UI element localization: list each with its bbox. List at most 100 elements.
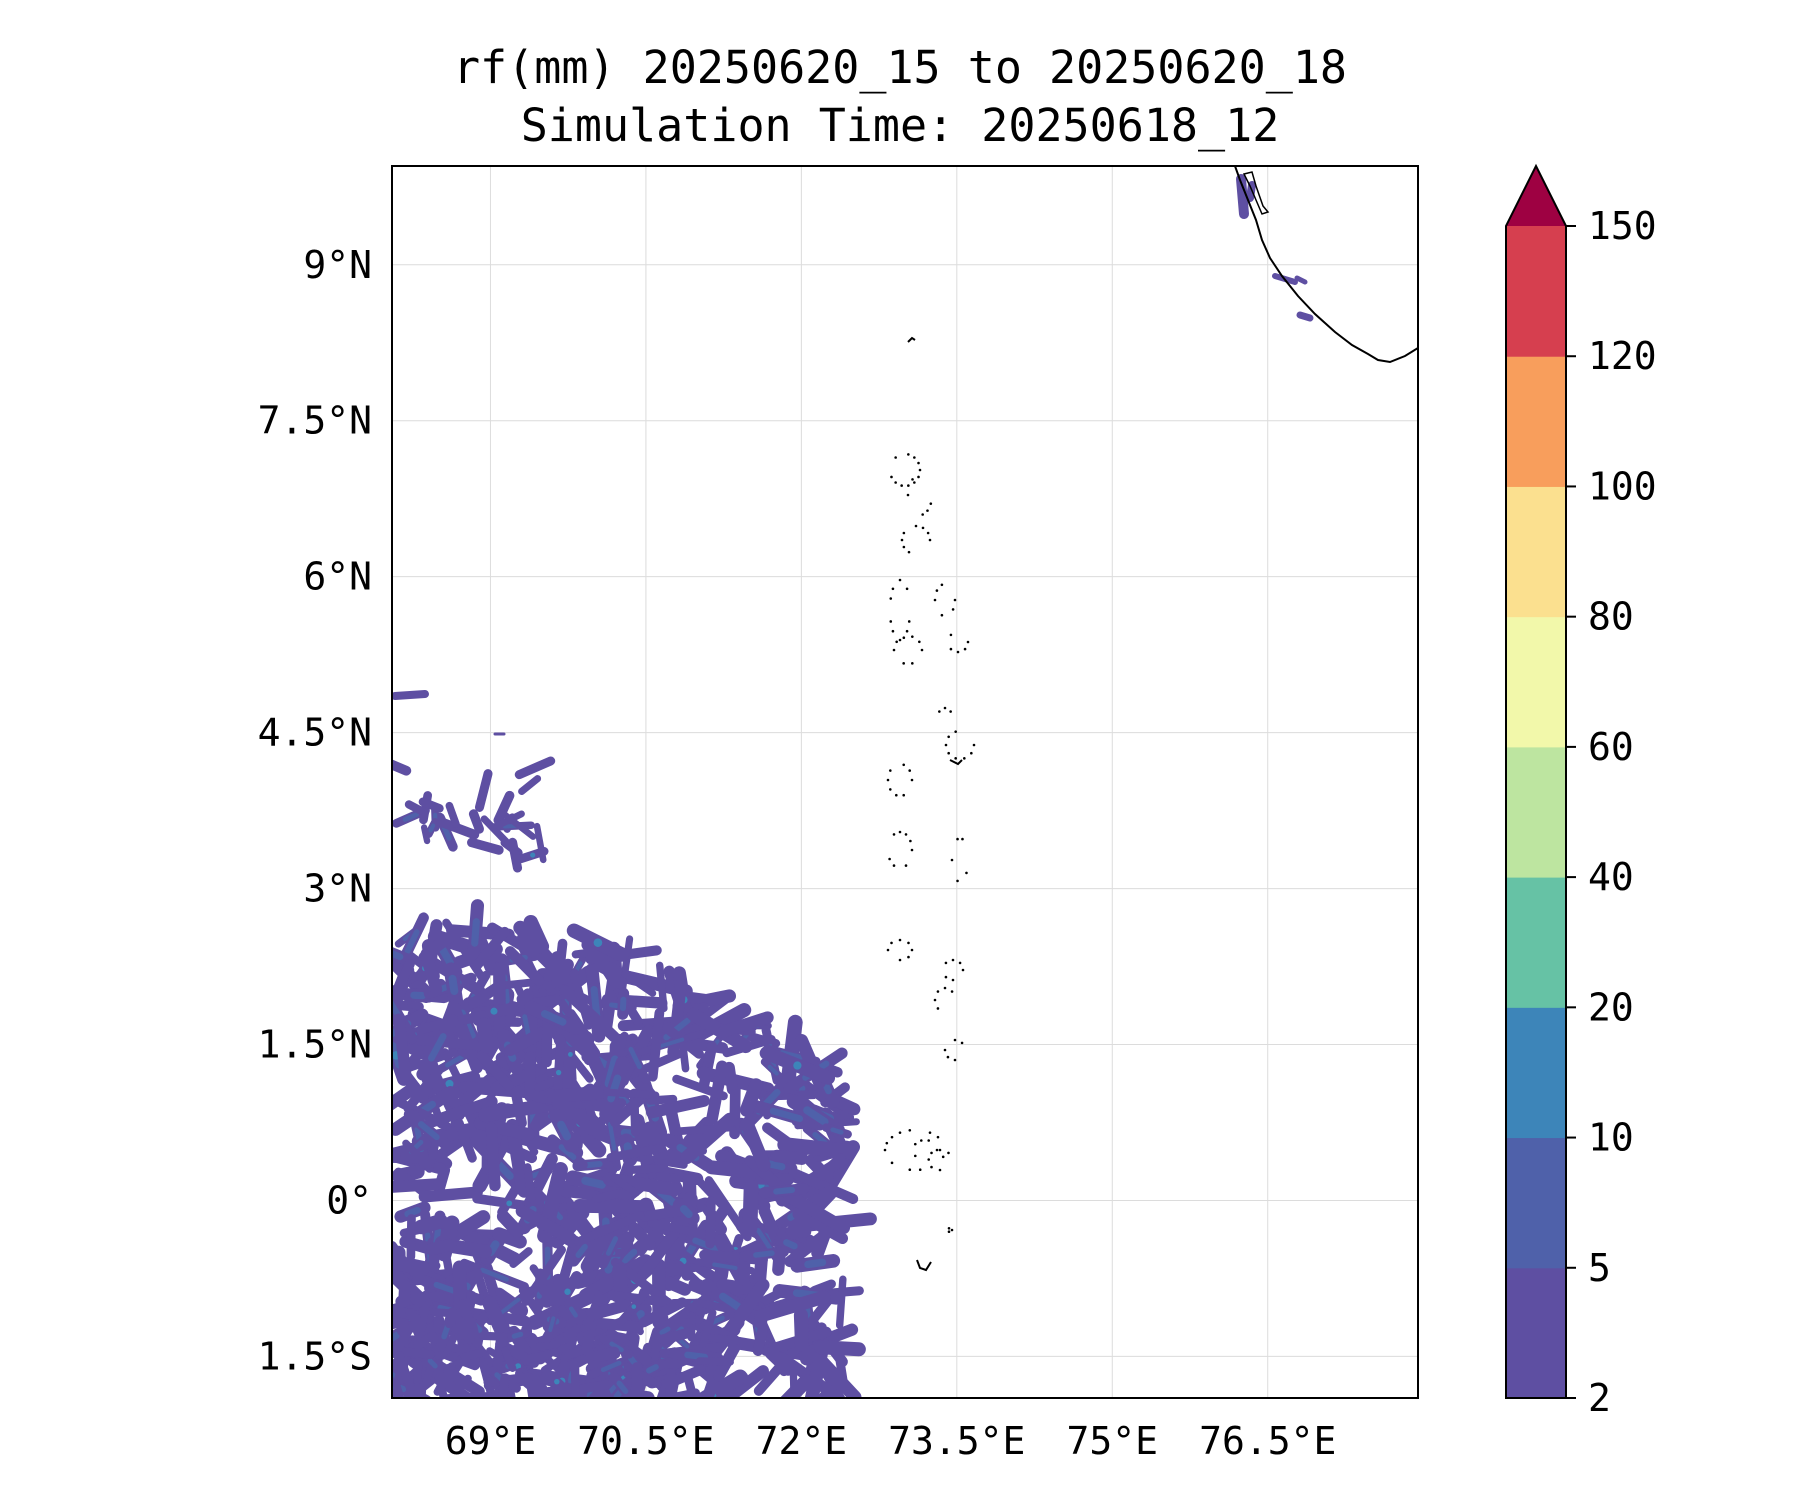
island-dot: [966, 640, 970, 644]
india-coastline: [1234, 166, 1418, 364]
rain-patch-moderate: [712, 1262, 738, 1271]
rain-patch: [647, 1008, 665, 1082]
rain-patch: [557, 1185, 601, 1201]
island-dot: [907, 941, 910, 945]
island-dot: [907, 955, 910, 959]
rain-patch: [404, 800, 425, 815]
rain-patch: [793, 1308, 810, 1352]
rain-patch: [723, 1061, 739, 1095]
island-dot: [944, 743, 948, 747]
rain-patch-moderate: [767, 1064, 779, 1076]
island-dot: [883, 1148, 887, 1152]
lat-tick-label: 4.5°N: [258, 711, 372, 755]
rain-patch-moderate: [540, 1010, 567, 1026]
island-dot: [958, 961, 962, 965]
rain-patch: [393, 958, 415, 995]
island-dot: [890, 475, 893, 479]
island-dot: [965, 871, 968, 875]
colorbar-segment: [1506, 877, 1566, 1008]
latitude-axis: 9°N 7.5°N 6°N 4.5°N 3°N 1.5°N 0° 1.5°S: [258, 243, 372, 1379]
rain-patch-moderate: [590, 985, 601, 1020]
rain-patch-heavy: [515, 1363, 522, 1370]
rain-patch: [1296, 311, 1314, 322]
rain-patch-moderate: [448, 974, 459, 995]
backwater-outline: [1242, 171, 1270, 215]
island-dot: [960, 1041, 964, 1045]
rain-patch: [609, 1091, 649, 1128]
island-dot: [970, 751, 973, 755]
map-panel: [391, 165, 1419, 1399]
rain-patch-moderate: [392, 950, 404, 961]
rain-patch: [665, 1368, 676, 1398]
rain-patch-moderate: [584, 1161, 603, 1169]
rain-patch: [394, 1351, 418, 1398]
rain-patch: [450, 1073, 497, 1114]
island-dot: [927, 1139, 931, 1142]
colorbar-segment: [1506, 1137, 1566, 1269]
rain-patch: [420, 824, 431, 845]
island-dot: [909, 839, 912, 843]
colorbar-segment: [1506, 1007, 1566, 1139]
rain-patch: [623, 1164, 666, 1175]
island-dot: [936, 1007, 940, 1010]
island-dot: [951, 608, 955, 611]
rain-patch: [569, 969, 593, 1030]
rain-patch: [590, 1317, 644, 1333]
rain-patch: [621, 970, 657, 997]
rain-patch: [540, 1274, 571, 1308]
rain-patch-moderate: [428, 823, 436, 833]
island-dot: [886, 778, 890, 782]
rain-patch: [501, 1346, 517, 1372]
island-dot: [956, 650, 960, 654]
rain-patch: [454, 1118, 477, 1163]
island-dot: [891, 629, 895, 633]
rain-patch-heavy: [631, 1304, 637, 1309]
rain-patch: [424, 1095, 498, 1128]
rain-patch-moderate: [511, 1331, 524, 1339]
rain-patch: [573, 1211, 645, 1247]
rain-patch: [551, 958, 574, 988]
island-dot: [938, 1148, 942, 1152]
rain-patch-moderate: [427, 1033, 447, 1062]
rain-patch: [658, 1327, 694, 1345]
rain-patch: [498, 809, 537, 840]
rain-patch: [656, 961, 668, 1013]
rain-patch-moderate: [618, 1093, 630, 1104]
island-dot: [907, 453, 910, 456]
rain-patch-heavy: [793, 1061, 802, 1070]
colorbar-tick-label: 5: [1588, 1246, 1611, 1290]
rain-patch: [468, 809, 485, 834]
island-minicoy: [907, 336, 916, 343]
island-dot: [947, 1226, 951, 1230]
colorbar-tick-label: 150: [1588, 204, 1657, 248]
rain-patch-heavy: [506, 1200, 513, 1207]
island-dot: [953, 1038, 957, 1042]
rain-patch-moderate: [607, 1121, 617, 1151]
island-addu: [916, 1259, 932, 1272]
rain-patch: [497, 1374, 510, 1398]
colorbar-tick-label: 2: [1588, 1376, 1611, 1420]
lat-tick-label: 1.5°S: [258, 1334, 372, 1378]
rain-patch: [705, 1196, 716, 1249]
island-dot: [953, 598, 957, 602]
rain-patch: [514, 756, 556, 780]
rain-patch: [740, 1117, 771, 1172]
island-dot: [894, 481, 897, 484]
rain-patch: [591, 1346, 620, 1363]
rain-patch: [426, 1238, 457, 1256]
island-dot: [902, 763, 906, 767]
island-dot: [905, 629, 909, 633]
rain-patch-moderate: [678, 1338, 690, 1349]
rain-patch: [496, 1332, 508, 1356]
rain-patch-moderate: [616, 1380, 629, 1395]
rain-patch: [485, 1122, 501, 1192]
island-dot: [919, 1139, 923, 1142]
rain-patch: [559, 985, 621, 1043]
rain-patch: [476, 1355, 504, 1397]
island-dot: [910, 848, 914, 852]
rain-patch: [420, 950, 443, 996]
rain-patch: [515, 1204, 577, 1245]
lon-tick-label: 69°E: [445, 1419, 537, 1463]
island-dot: [913, 1154, 917, 1158]
island-dot: [951, 978, 955, 982]
